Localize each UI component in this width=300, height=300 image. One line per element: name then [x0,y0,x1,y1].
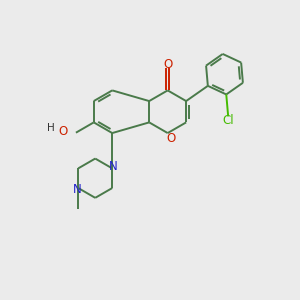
Text: Cl: Cl [222,114,234,128]
Text: O: O [58,125,68,138]
Text: O: O [163,58,172,71]
Text: O: O [167,132,176,145]
Text: H: H [47,123,55,133]
Text: N: N [72,183,81,196]
Text: N: N [109,160,118,173]
